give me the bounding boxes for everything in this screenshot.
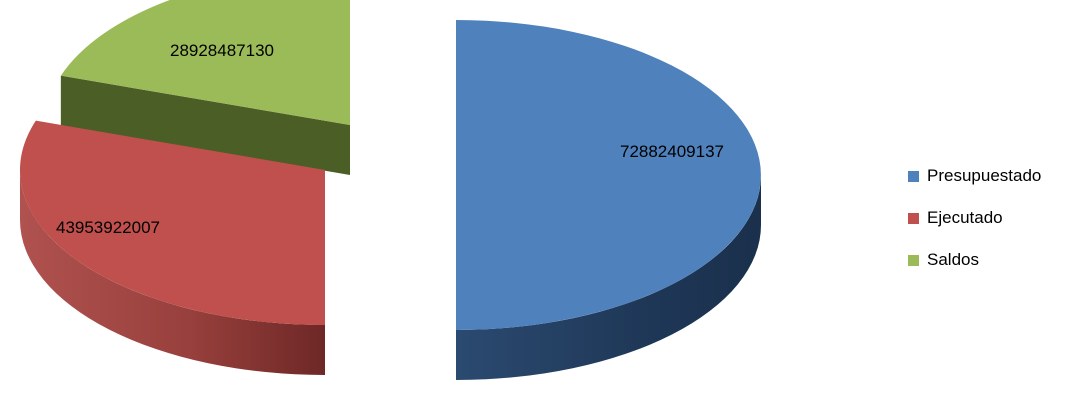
pie-slice-side-presupuestado bbox=[456, 175, 761, 380]
pie-slice-top-ejecutado bbox=[19, 120, 326, 326]
legend-swatch-presupuestado bbox=[908, 170, 919, 182]
pie-slice-side-ejecutado bbox=[20, 170, 325, 375]
legend-swatch-ejecutado bbox=[908, 212, 919, 224]
legend-label-saldos: Saldos bbox=[927, 250, 979, 269]
value-label-ejecutado: 43953922007 bbox=[56, 218, 160, 237]
legend-label-ejecutado: Ejecutado bbox=[927, 208, 1003, 227]
value-label-saldos: 28928487130 bbox=[170, 41, 274, 60]
legend-label-presupuestado: Presupuestado bbox=[927, 166, 1042, 185]
pie-slice-wall-saldos bbox=[60, 75, 350, 175]
pie-slice-presupuestado bbox=[456, 20, 761, 380]
pie-slice-ejecutado bbox=[19, 120, 326, 375]
legend-item-presupuestado: Presupuestado bbox=[908, 165, 1063, 187]
legend-swatch-saldos bbox=[908, 254, 919, 266]
pie-slice-top-saldos bbox=[60, 0, 350, 125]
pie-value-labels: 72882409137 43953922007 28928487130 bbox=[56, 41, 724, 237]
pie-slice-top-presupuestado bbox=[456, 20, 761, 330]
pie-slices bbox=[19, 0, 761, 380]
legend-item-ejecutado: Ejecutado bbox=[908, 207, 1063, 229]
pie-slice-saldos bbox=[60, 0, 350, 175]
value-label-presupuestado: 72882409137 bbox=[620, 142, 724, 161]
legend-item-saldos: Saldos bbox=[908, 249, 1063, 271]
chart-legend: Presupuestado Ejecutado Saldos bbox=[908, 165, 1063, 291]
